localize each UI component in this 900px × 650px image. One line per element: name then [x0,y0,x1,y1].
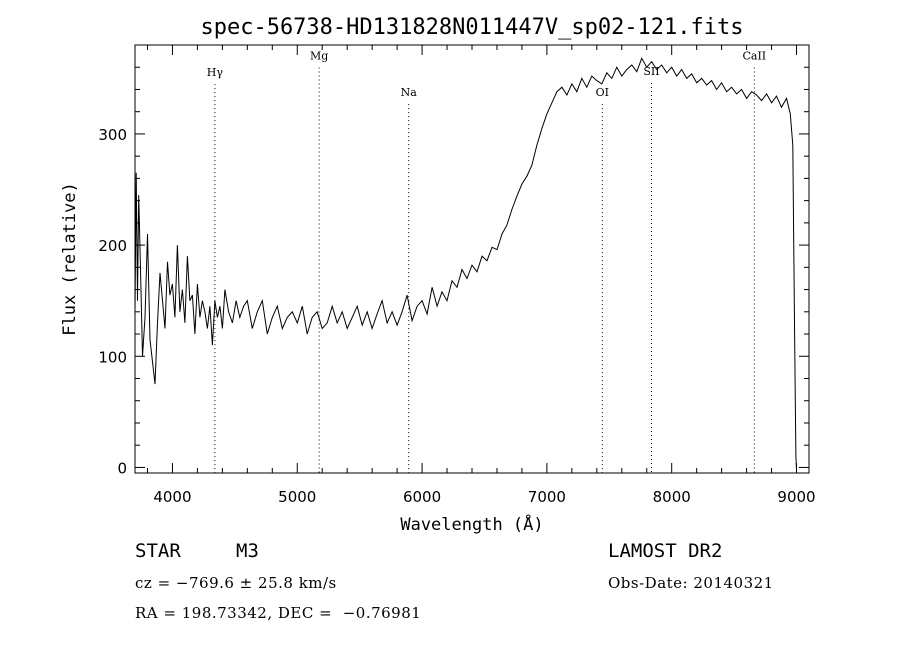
spectral-line-label: Mg [310,49,328,62]
spectral-line-label: CaII [742,49,766,62]
object-type: STAR [135,540,181,562]
spectral-line-label: OI [596,86,609,99]
y-tick-label: 300 [98,126,127,144]
y-tick-label: 0 [117,459,127,477]
y-axis: 0 100 200 300 [98,66,809,477]
plot-frame [134,44,810,474]
observation-date: Obs-Date: 20140321 [608,574,774,592]
x-tick-label: 6000 [403,488,441,506]
spectral-lines: Hγ Mg Na OI SII CaII [207,49,766,473]
survey-name: LAMOST DR2 [608,540,723,562]
object-subclass: M3 [236,540,259,562]
x-tick-label: 9000 [777,488,815,506]
y-axis-label: Flux (relative) [60,182,80,336]
y-tick-label: 200 [98,237,127,255]
x-tick-label: 5000 [278,488,316,506]
x-tick-label: 7000 [528,488,566,506]
y-tick-label: 100 [98,348,127,366]
x-axis-label: Wavelength (Å) [400,513,543,535]
spectral-line-label: SII [643,65,659,78]
x-axis: 4000 5000 6000 7000 8000 9000 [146,45,816,506]
spectrum-chart: spec-56738-HD131828N011447V_sp02-121.fit… [60,15,816,535]
spectral-line-label: Na [401,86,418,99]
x-tick-label: 4000 [153,488,191,506]
chart-title: spec-56738-HD131828N011447V_sp02-121.fit… [200,15,743,40]
spectrum-line [134,57,797,470]
redshift-velocity: cz = −769.6 ± 25.8 km/s [135,574,337,592]
spectral-line-label: Hγ [207,66,224,79]
ra-dec-coordinates: RA = 198.73342, DEC = −0.76981 [135,604,422,622]
x-tick-label: 8000 [653,488,691,506]
